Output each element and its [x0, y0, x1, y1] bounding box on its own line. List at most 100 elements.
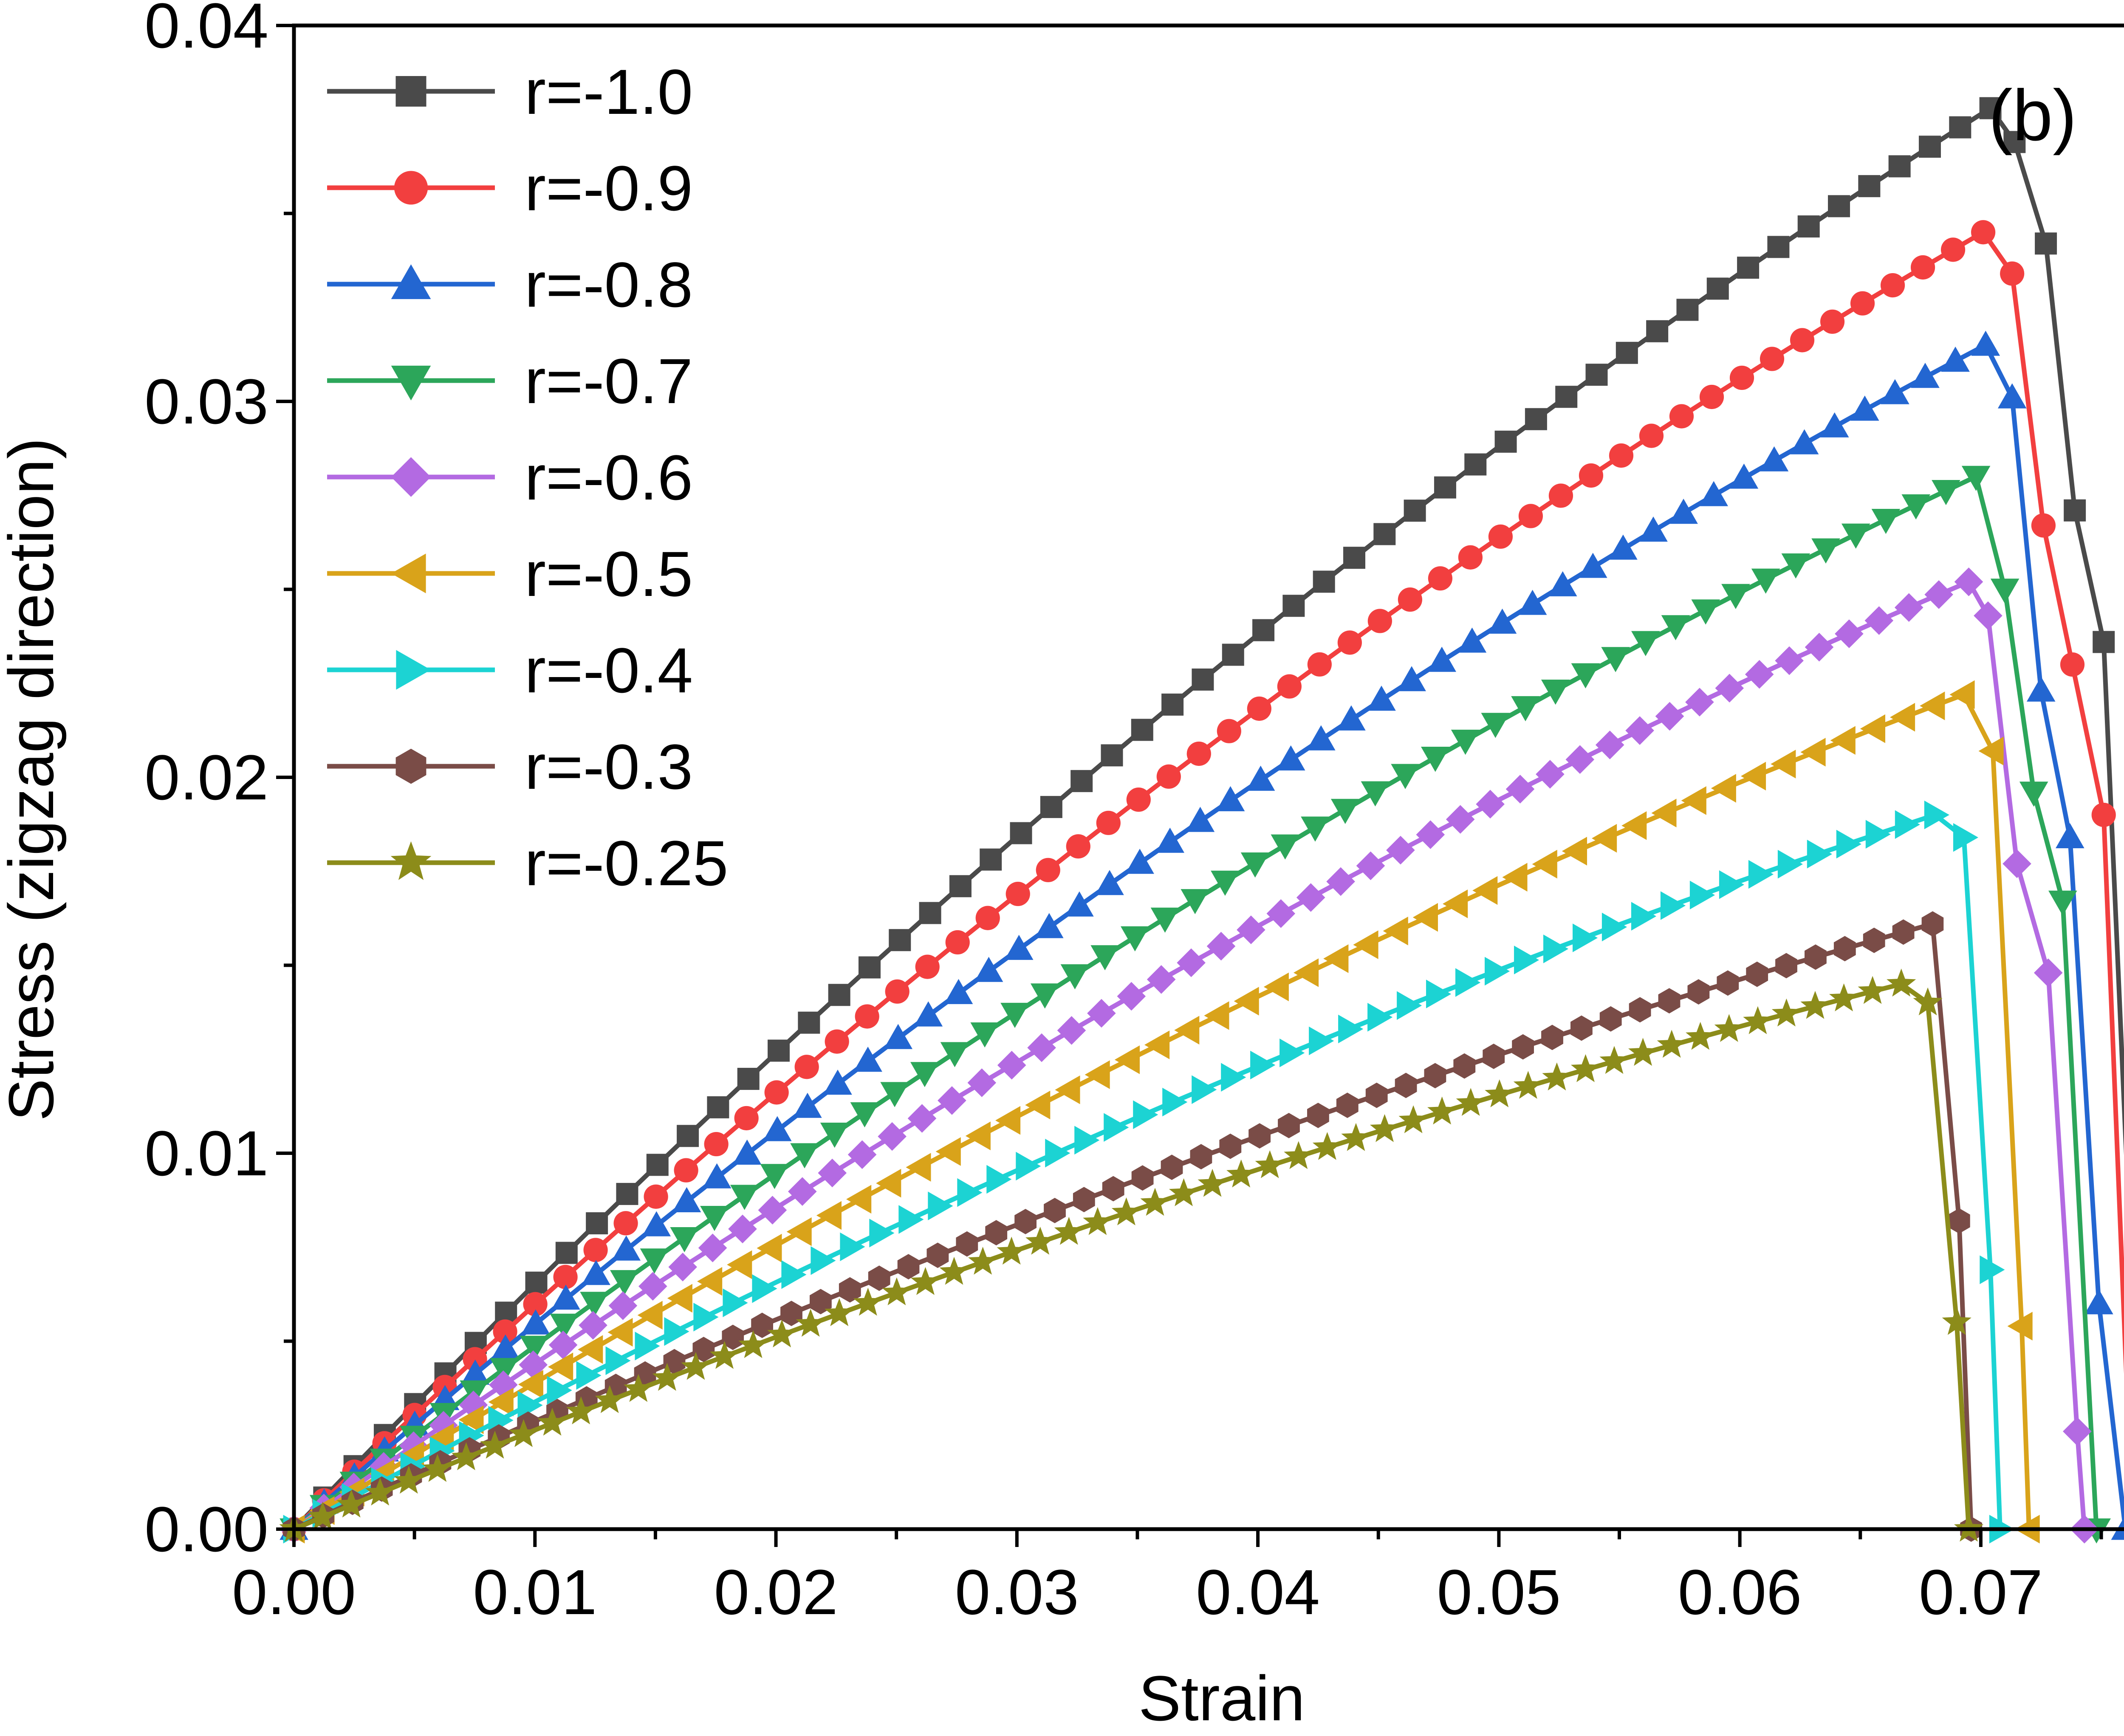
data-point [1404, 500, 1426, 522]
data-point [885, 979, 909, 1004]
data-point [704, 1132, 729, 1156]
data-point [2093, 631, 2115, 653]
data-point [1586, 364, 1608, 386]
panel-label: (b) [1988, 75, 2077, 156]
data-point [1579, 463, 1603, 488]
data-point [1247, 697, 1271, 721]
data-point [1760, 347, 1784, 371]
data-point [859, 957, 881, 979]
data-point [525, 1272, 548, 1294]
data-point [855, 1004, 879, 1028]
data-point [1850, 291, 1875, 316]
data-point [1131, 719, 1153, 741]
data-point [647, 1154, 669, 1176]
data-point [1911, 255, 1935, 279]
data-point [614, 1211, 638, 1235]
data-point [737, 1068, 760, 1090]
data-point [1127, 788, 1151, 812]
data-point [1555, 386, 1577, 408]
data-point [828, 984, 850, 1006]
data-point [1458, 545, 1483, 570]
data-point [1252, 619, 1274, 641]
data-point [1737, 257, 1759, 279]
data-point [1676, 299, 1698, 321]
data-point [1881, 273, 1905, 297]
legend-label: r=-0.8 [525, 249, 693, 320]
data-point [1700, 385, 1724, 409]
data-point [1161, 694, 1183, 716]
data-point [2064, 500, 2086, 522]
data-point [584, 1238, 608, 1262]
data-point [616, 1183, 638, 1205]
data-point [1609, 443, 1633, 468]
data-point [1398, 587, 1422, 612]
x-tick-label: 0.04 [1196, 1556, 1320, 1628]
x-tick-label: 0.02 [714, 1556, 838, 1628]
data-point [1006, 882, 1030, 906]
legend-marker [396, 76, 426, 107]
legend-label: r=-1.0 [525, 56, 693, 127]
data-point [1217, 719, 1241, 743]
data-point [2092, 803, 2116, 827]
x-tick-label: 0.07 [1919, 1556, 2043, 1628]
x-tick-label: 0.06 [1678, 1556, 1802, 1628]
y-axis-title: Stress (zigzag direction) [0, 438, 67, 1121]
data-point [556, 1242, 578, 1264]
data-point [1820, 310, 1844, 334]
legend-label: r=-0.4 [525, 635, 693, 706]
data-point [1669, 404, 1694, 428]
data-point [1222, 644, 1244, 666]
data-point [1889, 155, 1911, 178]
data-point [976, 906, 1000, 930]
data-point [1549, 483, 1573, 508]
data-point [765, 1080, 789, 1104]
data-point [2035, 232, 2057, 254]
data-point [1308, 652, 1332, 677]
data-point [1949, 116, 1971, 138]
data-point [2031, 513, 2056, 537]
legend-label: r=-0.6 [525, 442, 693, 513]
data-point [1941, 237, 1965, 262]
data-point [1488, 525, 1513, 549]
data-point [1368, 609, 1392, 633]
data-point [1616, 342, 1638, 364]
x-tick-label: 0.01 [473, 1556, 597, 1628]
data-point [1187, 742, 1211, 766]
data-point [1157, 765, 1181, 789]
legend-label: r=-0.3 [525, 731, 693, 802]
data-point [707, 1096, 729, 1118]
y-tick-label: 0.04 [144, 0, 268, 61]
data-point [677, 1125, 699, 1147]
data-point [795, 1055, 819, 1079]
data-point [889, 929, 911, 951]
data-point [1639, 423, 1664, 448]
data-point [1096, 811, 1121, 835]
data-point [1338, 630, 1362, 655]
legend-label: r=-0.9 [525, 152, 693, 224]
data-point [1464, 453, 1486, 475]
data-point [1495, 431, 1517, 453]
data-point [1919, 135, 1941, 158]
data-point [2000, 262, 2024, 286]
data-point [1040, 796, 1062, 818]
legend-label: r=-0.5 [525, 538, 693, 610]
data-point [1066, 834, 1090, 858]
data-point [2060, 652, 2084, 677]
legend-label: r=-0.7 [525, 345, 693, 417]
x-axis-title: Strain [1138, 1663, 1305, 1734]
data-point [1428, 566, 1452, 590]
data-point [1828, 195, 1850, 217]
x-tick-label: 0.00 [232, 1556, 356, 1628]
data-point [1277, 674, 1302, 698]
data-point [946, 930, 970, 954]
y-tick-label: 0.02 [144, 742, 268, 813]
data-point [1101, 744, 1123, 766]
data-point [1767, 236, 1789, 258]
data-point [1070, 770, 1093, 792]
data-point [980, 849, 1002, 871]
data-point [734, 1106, 759, 1130]
x-tick-label: 0.05 [1437, 1556, 1561, 1628]
data-point [1858, 175, 1880, 197]
legend-marker [394, 171, 428, 204]
